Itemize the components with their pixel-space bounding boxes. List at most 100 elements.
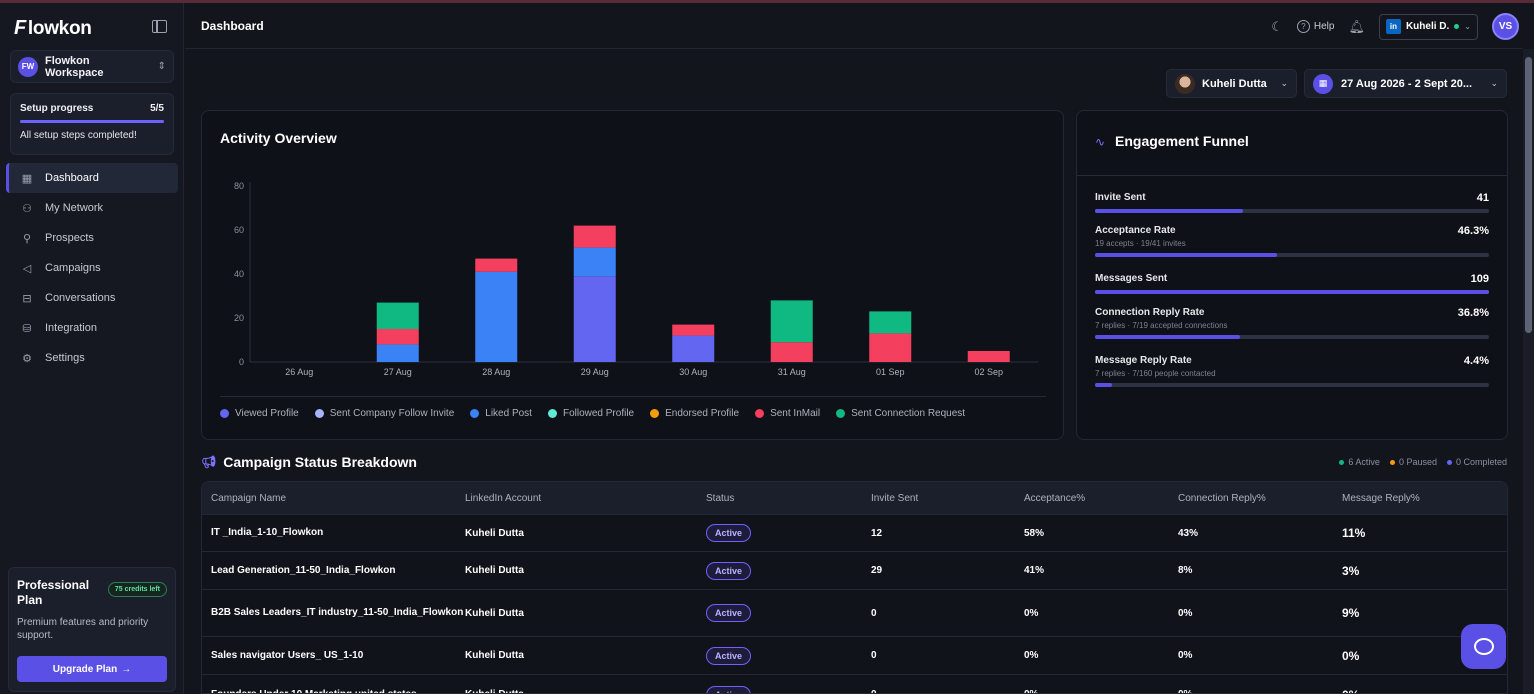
legend-item[interactable]: Followed Profile (547, 408, 635, 419)
funnel-label: Invite Sent (1095, 192, 1146, 203)
legend-label: Followed Profile (562, 408, 635, 419)
funnel-label: Message Reply Rate (1095, 355, 1192, 366)
help-button[interactable]: ? Help (1296, 20, 1334, 33)
table-cell-account: Kuheli Dutta (465, 689, 706, 693)
column-header[interactable]: Connection Reply% (1178, 492, 1266, 504)
engagement-funnel-card: ∿ Engagement Funnel Invite Sent 41 Accepta… (1076, 110, 1508, 440)
sidebar-item-prospects[interactable]: ⚲ Prospects (6, 223, 178, 253)
database-icon: ⛁ (22, 322, 32, 335)
column-header[interactable]: Campaign Name (211, 492, 287, 504)
x-tick-label: 27 Aug (384, 367, 412, 377)
bar-segment[interactable] (770, 342, 813, 362)
funnel-title: Engagement Funnel (1115, 133, 1249, 149)
legend-item[interactable]: Viewed Profile (220, 408, 299, 419)
sidebar-item-label: Campaigns (45, 262, 101, 274)
sidebar-item-conversations[interactable]: ⊟ Conversations (6, 283, 178, 313)
sidebar-nav: ▦ Dashboard ⚇ My Network ⚲ Prospects ◁ Campaign… (6, 163, 178, 373)
funnel-value: 46.3% (1457, 225, 1489, 237)
bar-segment[interactable] (376, 344, 419, 362)
bar-segment[interactable] (672, 335, 715, 362)
legend-swatch (836, 409, 846, 418)
bar-segment[interactable] (573, 247, 616, 277)
y-tick-label: 80 (234, 181, 244, 191)
legend-item[interactable]: Sent InMail (755, 408, 820, 419)
table-cell-name: B2B Sales Leaders_IT industry_11-50_Indi… (211, 607, 464, 618)
page-scrollbar[interactable] (1523, 49, 1534, 694)
status-badge: Active (706, 524, 752, 542)
user-photo (1175, 73, 1195, 94)
user-filter-dropdown[interactable]: Kuheli Dutta ⌄ (1166, 69, 1297, 98)
bar-segment[interactable] (475, 258, 518, 272)
setup-progress-card[interactable]: Setup progress 5/5 All setup steps compl… (10, 93, 174, 155)
user-avatar[interactable]: VS (1492, 13, 1519, 40)
column-header[interactable]: Status (706, 492, 735, 504)
bar-segment[interactable] (672, 324, 715, 336)
funnel-row-head: Message Reply Rate 4.4% (1095, 355, 1489, 367)
sidebar-item-dashboard[interactable]: ▦ Dashboard (6, 163, 178, 193)
funnel-row: Messages Sent 109 (1095, 273, 1489, 294)
legend-item[interactable]: Sent Connection Request (836, 408, 965, 419)
table-cell-conn-reply: 0% (1178, 689, 1342, 693)
date-range-picker[interactable]: ▦ 27 Aug 2026 - 2 Sept 20... ⌄ (1304, 69, 1507, 98)
chat-support-button[interactable] (1461, 624, 1506, 669)
table-row[interactable]: IT _India_1-10_Flowkon Kuheli Dutta Active… (202, 514, 1507, 551)
moon-icon[interactable]: ☾ (1271, 18, 1283, 34)
column-header[interactable]: Invite Sent (871, 492, 919, 504)
status-dot (1339, 459, 1345, 465)
sidebar-item-campaigns[interactable]: ◁ Campaigns (6, 253, 178, 283)
x-tick-label: 28 Aug (482, 367, 510, 377)
status-dot (1446, 459, 1452, 465)
status-badge: Active (706, 685, 752, 693)
workspace-switcher[interactable]: FW Flowkon Workspace ⇕ (10, 50, 174, 83)
column-header[interactable]: Acceptance% (1024, 492, 1086, 504)
legend-item[interactable]: Sent Company Follow Invite (314, 408, 454, 419)
table-row[interactable]: Lead Generation_11-50_India_Flowkon Kuhel… (202, 551, 1507, 589)
activity-title: Activity Overview (220, 130, 337, 146)
gear-icon: ⚙ (22, 352, 32, 365)
chevron-down-icon: ⌄ (1490, 78, 1498, 88)
column-header[interactable]: LinkedIn Account (465, 492, 542, 504)
campaign-section-header: 📢︎ Campaign Status Breakdown (201, 454, 417, 470)
bar-segment[interactable] (475, 271, 518, 362)
funnel-subtext: 7 replies · 7/160 people contacted (1095, 369, 1216, 378)
bar-segment[interactable] (869, 333, 912, 362)
x-tick-label: 30 Aug (679, 367, 707, 377)
upgrade-plan-button[interactable]: Upgrade Plan → (17, 656, 167, 682)
bar-segment[interactable] (376, 302, 419, 329)
sidebar-item-integration[interactable]: ⛁ Integration (6, 313, 178, 343)
window-top-edge (0, 0, 1534, 3)
status-summary-item: 0 Paused (1389, 457, 1437, 467)
bar-segment[interactable] (573, 276, 616, 362)
legend-item[interactable]: Liked Post (470, 408, 532, 419)
arrow-right-icon: → (121, 663, 132, 675)
bar-segment[interactable] (869, 311, 912, 334)
legend-label: Viewed Profile (235, 408, 299, 419)
table-row[interactable]: Founders Under 10 Marketing united state… (202, 674, 1507, 693)
chevron-down-icon: ⌄ (1464, 22, 1471, 31)
table-cell-invites: 29 (871, 565, 883, 576)
bar-segment[interactable] (573, 225, 616, 248)
sidebar-item-settings[interactable]: ⚙ Settings (6, 343, 178, 373)
legend-label: Sent InMail (770, 408, 821, 419)
scrollbar-thumb[interactable] (1525, 57, 1532, 333)
funnel-label: Acceptance Rate (1095, 225, 1176, 236)
bar-segment[interactable] (376, 329, 419, 345)
linkedin-account-selector[interactable]: in Kuheli D. ⌄ (1378, 13, 1478, 40)
bell-icon[interactable]: 🔔︎ (1348, 18, 1365, 34)
inbox-icon: ⊟ (22, 292, 32, 305)
funnel-row-head: Connection Reply Rate 36.8% (1095, 307, 1489, 319)
table-cell-conn-reply: 0% (1178, 650, 1193, 661)
table-row[interactable]: B2B Sales Leaders_IT industry_11-50_Indi… (202, 589, 1507, 636)
bar-segment[interactable] (967, 351, 1010, 362)
workspace-badge: FW (18, 56, 38, 77)
column-header[interactable]: Message Reply% (1342, 492, 1420, 504)
bar-segment[interactable] (770, 300, 813, 343)
x-tick-label: 26 Aug (285, 367, 313, 377)
table-cell-status: Active (706, 604, 871, 622)
sidebar-item-my-network[interactable]: ⚇ My Network (6, 193, 178, 223)
sidebar-toggle-icon[interactable] (152, 20, 167, 33)
legend-item[interactable]: Endorsed Profile (650, 408, 739, 419)
table-row[interactable]: Sales navigator Users_ US_1-10 Kuheli Dut… (202, 636, 1507, 674)
funnel-row: Invite Sent 41 (1095, 192, 1489, 213)
